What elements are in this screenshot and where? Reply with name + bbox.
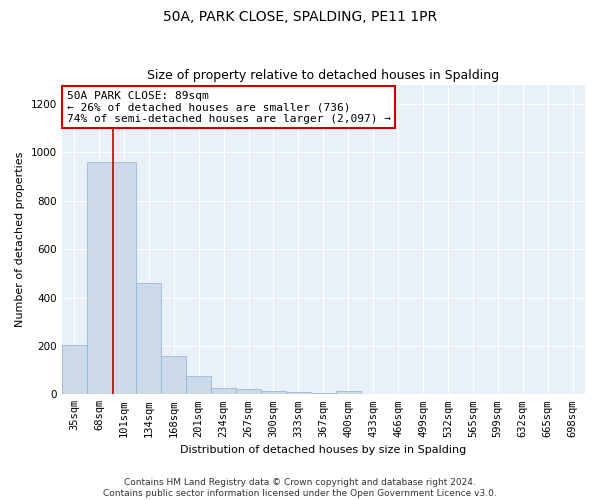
Bar [336,390,361,394]
Bar [311,393,336,394]
Bar [62,344,86,395]
Bar [286,392,311,394]
X-axis label: Distribution of detached houses by size in Spalding: Distribution of detached houses by size … [180,445,466,455]
Bar [86,162,112,394]
Y-axis label: Number of detached properties: Number of detached properties [15,152,25,327]
Text: 50A PARK CLOSE: 89sqm
← 26% of detached houses are smaller (736)
74% of semi-det: 50A PARK CLOSE: 89sqm ← 26% of detached … [67,91,391,124]
Text: Contains HM Land Registry data © Crown copyright and database right 2024.
Contai: Contains HM Land Registry data © Crown c… [103,478,497,498]
Bar [161,356,186,395]
Title: Size of property relative to detached houses in Spalding: Size of property relative to detached ho… [147,69,499,82]
Bar [136,283,161,395]
Bar [261,391,286,394]
Bar [112,162,136,394]
Text: 50A, PARK CLOSE, SPALDING, PE11 1PR: 50A, PARK CLOSE, SPALDING, PE11 1PR [163,10,437,24]
Bar [211,388,236,394]
Bar [186,376,211,394]
Bar [236,390,261,394]
